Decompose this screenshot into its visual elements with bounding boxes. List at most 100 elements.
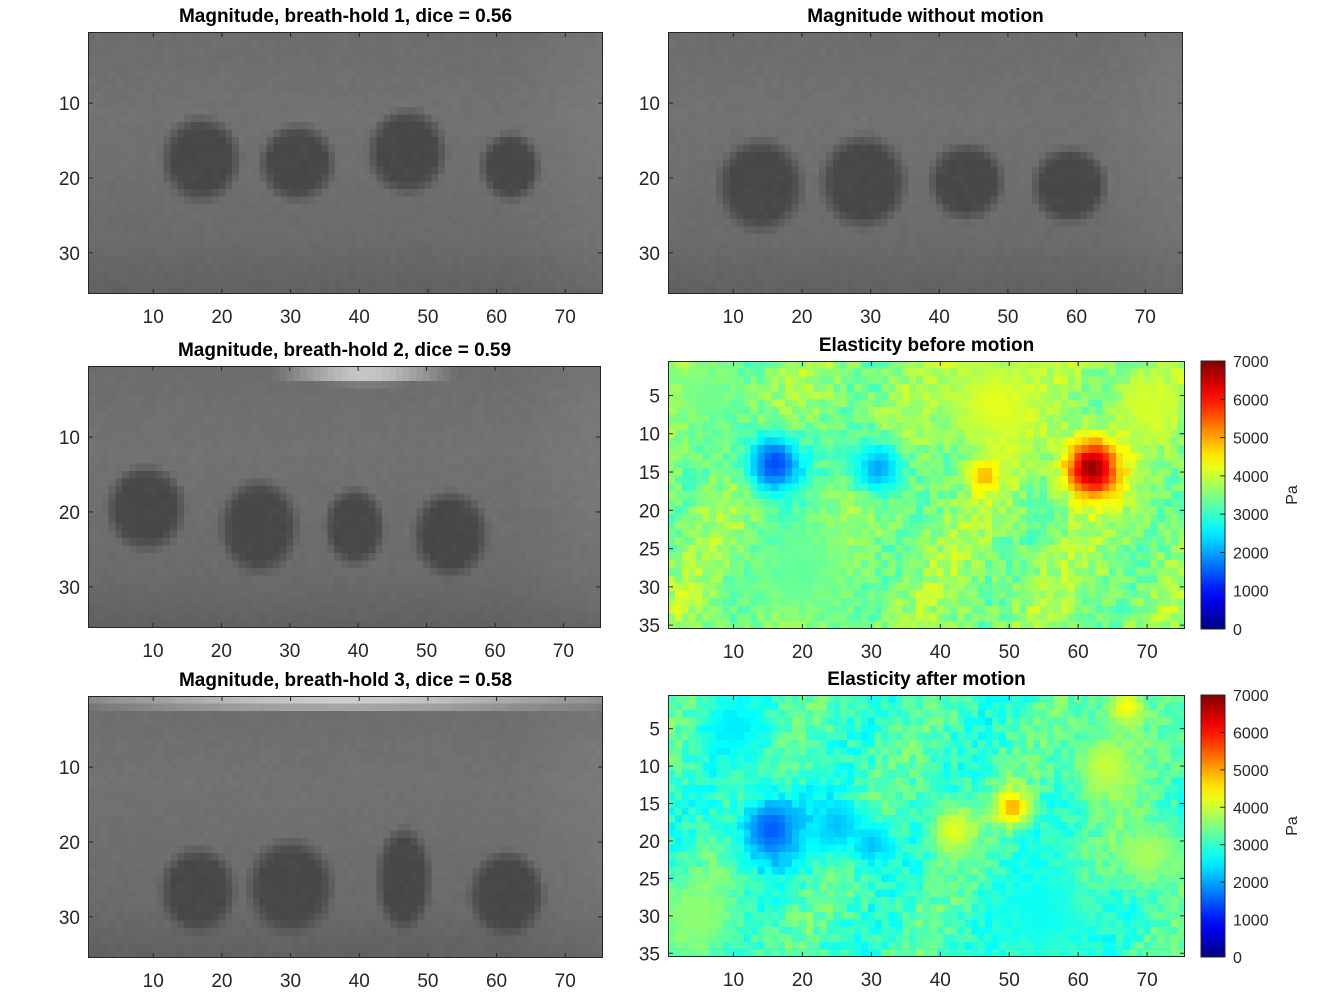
x-tick-label: 70 — [553, 641, 574, 662]
x-tick-label: 20 — [791, 307, 812, 328]
panel-mag2: Magnitude, breath-hold 2, dice = 0.59 10 2… — [59, 340, 601, 662]
heatmap-image — [88, 696, 603, 958]
colorbar-label: Pa — [1284, 485, 1301, 505]
heatmap-image — [668, 361, 1185, 629]
x-tick-label: 50 — [999, 642, 1020, 663]
colorbar-tick-label: 0 — [1233, 950, 1242, 967]
axes-frame — [668, 32, 1183, 294]
x-tick-label: 20 — [211, 307, 232, 328]
y-tick-label: 30 — [639, 578, 660, 599]
panel-title: Magnitude, breath-hold 1, dice = 0.56 — [179, 6, 512, 27]
x-tick-label: 40 — [930, 642, 951, 663]
x-tick-label: 20 — [211, 641, 232, 662]
y-tick-label: 20 — [639, 501, 660, 522]
panel-mag0: Magnitude without motion 10 20 30 40 50 60 70 10… — [639, 6, 1183, 328]
y-tick-label: 25 — [639, 869, 660, 890]
y-tick-label: 15 — [639, 795, 660, 816]
x-tick-label: 20 — [792, 642, 813, 663]
x-tick-label: 30 — [280, 971, 301, 992]
heatmap-image — [668, 695, 1185, 957]
panel-mag1: Magnitude, breath-hold 1, dice = 0.56 10 2… — [59, 6, 603, 328]
x-tick-label: 30 — [860, 307, 881, 328]
x-tick-label: 60 — [1066, 307, 1087, 328]
x-tick-label: 60 — [484, 641, 505, 662]
y-tick-label: 30 — [59, 908, 80, 929]
x-tick-label: 50 — [417, 307, 438, 328]
y-tick-label: 20 — [59, 169, 80, 190]
x-tick-label: 40 — [930, 970, 951, 991]
heatmap-image — [668, 32, 1183, 294]
x-tick-label: 60 — [1068, 642, 1089, 663]
x-tick-label: 70 — [1137, 970, 1158, 991]
panel-title: Magnitude without motion — [807, 6, 1043, 27]
panel-el_before: Elasticity before motion 10 20 30 40 50 60 70 5 1… — [639, 335, 1301, 663]
y-tick-label: 10 — [639, 757, 660, 778]
colorbar-tick-label: 7000 — [1233, 688, 1269, 705]
x-tick-label: 70 — [1135, 307, 1156, 328]
colorbar-tick-label: 6000 — [1233, 725, 1269, 742]
axes-frame — [668, 695, 1185, 957]
panel-title: Elasticity after motion — [827, 669, 1026, 690]
colorbar-tick-label: 7000 — [1233, 354, 1269, 371]
colorbar-tick-label: 1000 — [1233, 913, 1269, 930]
x-tick-label: 70 — [1137, 642, 1158, 663]
x-tick-label: 20 — [211, 971, 232, 992]
y-tick-label: 20 — [59, 833, 80, 854]
x-tick-label: 60 — [1068, 970, 1089, 991]
y-tick-label: 15 — [639, 463, 660, 484]
y-tick-label: 35 — [639, 616, 660, 637]
colorbar-gradient — [1200, 360, 1226, 630]
y-tick-label: 10 — [639, 425, 660, 446]
x-tick-label: 60 — [486, 971, 507, 992]
colorbar-tick-label: 6000 — [1233, 392, 1269, 409]
x-tick-label: 10 — [142, 641, 163, 662]
x-tick-label: 40 — [929, 307, 950, 328]
x-tick-label: 40 — [349, 971, 370, 992]
y-tick-label: 20 — [59, 503, 80, 524]
x-tick-label: 40 — [348, 641, 369, 662]
axes-frame — [88, 696, 603, 958]
panel-title: Magnitude, breath-hold 2, dice = 0.59 — [178, 340, 511, 361]
x-tick-label: 70 — [555, 971, 576, 992]
axes-frame — [668, 361, 1185, 629]
y-tick-label: 35 — [639, 944, 660, 965]
y-tick-label: 5 — [649, 720, 660, 741]
x-tick-label: 30 — [280, 307, 301, 328]
x-tick-label: 50 — [999, 970, 1020, 991]
colorbar-tick-label: 0 — [1233, 622, 1242, 639]
colorbar-tick-label: 2000 — [1233, 875, 1269, 892]
panel-title: Magnitude, breath-hold 3, dice = 0.58 — [179, 670, 512, 691]
panel-mag3: Magnitude, breath-hold 3, dice = 0.58 10 2… — [59, 670, 603, 992]
colorbar-tick-label: 3000 — [1233, 507, 1269, 524]
y-tick-label: 20 — [639, 169, 660, 190]
colorbar-tick-label: 2000 — [1233, 545, 1269, 562]
heatmap-image — [88, 366, 601, 628]
y-tick-label: 30 — [59, 244, 80, 265]
panel-title: Elasticity before motion — [819, 335, 1034, 356]
y-tick-label: 20 — [639, 832, 660, 853]
colorbar-tick-label: 5000 — [1233, 431, 1269, 448]
axes-frame — [88, 32, 603, 294]
x-tick-label: 40 — [349, 307, 370, 328]
y-tick-label: 10 — [59, 758, 80, 779]
x-tick-label: 10 — [143, 307, 164, 328]
heatmap-image — [88, 32, 603, 294]
colorbar-tick-label: 4000 — [1233, 800, 1269, 817]
colorbar-tick-label: 5000 — [1233, 763, 1269, 780]
x-tick-label: 50 — [997, 307, 1018, 328]
x-tick-label: 10 — [143, 971, 164, 992]
x-tick-label: 70 — [555, 307, 576, 328]
colorbar: 0 1000 2000 3000 4000 5000 6000 7000 Pa — [1200, 354, 1301, 639]
y-tick-label: 30 — [639, 244, 660, 265]
y-tick-label: 25 — [639, 540, 660, 561]
x-tick-label: 30 — [861, 970, 882, 991]
x-tick-label: 50 — [417, 971, 438, 992]
colorbar-tick-label: 3000 — [1233, 838, 1269, 855]
x-tick-label: 30 — [861, 642, 882, 663]
x-tick-label: 30 — [279, 641, 300, 662]
colorbar: 0 1000 2000 3000 4000 5000 6000 7000 Pa — [1200, 688, 1301, 967]
colorbar-tick-label: 1000 — [1233, 584, 1269, 601]
x-tick-label: 60 — [486, 307, 507, 328]
colorbar-tick-label: 4000 — [1233, 469, 1269, 486]
